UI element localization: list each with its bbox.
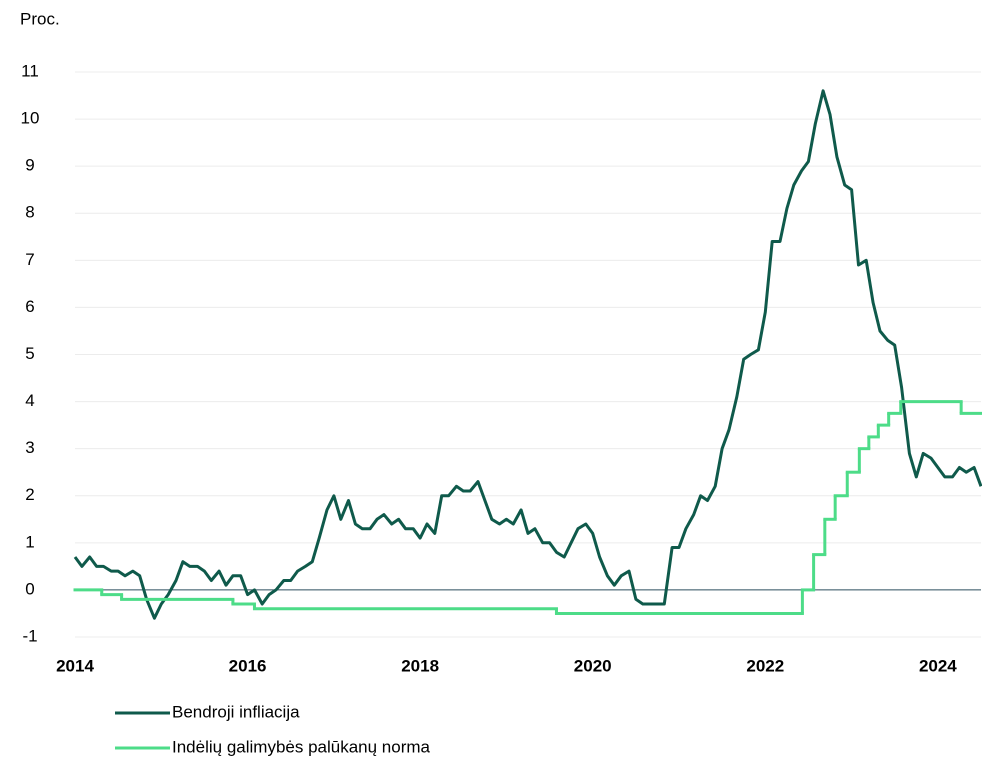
x-tick-label: 2014 xyxy=(56,656,94,675)
y-tick-label: -1 xyxy=(22,626,37,645)
y-tick-label: 4 xyxy=(25,391,34,410)
legend-label: Bendroji infliacija xyxy=(172,702,300,721)
y-tick-label: 0 xyxy=(25,579,34,598)
y-tick-label: 1 xyxy=(25,532,34,551)
y-tick-label: 6 xyxy=(25,297,34,316)
y-tick-label: 2 xyxy=(25,485,34,504)
y-tick-label: 11 xyxy=(21,61,39,80)
x-tick-label: 2016 xyxy=(229,656,267,675)
x-tick-label: 2022 xyxy=(746,656,784,675)
y-axis-label: Proc. xyxy=(20,9,60,28)
x-tick-label: 2018 xyxy=(401,656,439,675)
y-tick-label: 9 xyxy=(25,156,34,175)
y-tick-label: 7 xyxy=(25,250,34,269)
y-tick-label: 10 xyxy=(21,109,40,128)
data-line xyxy=(73,89,982,620)
y-tick-label: 5 xyxy=(25,344,34,363)
legend-label: Indėlių galimybės palūkanų norma xyxy=(172,737,431,756)
x-tick-label: 2024 xyxy=(919,656,957,675)
x-tick-label: 2020 xyxy=(574,656,612,675)
y-tick-label: 3 xyxy=(25,438,34,457)
y-tick-label: 8 xyxy=(25,203,34,222)
